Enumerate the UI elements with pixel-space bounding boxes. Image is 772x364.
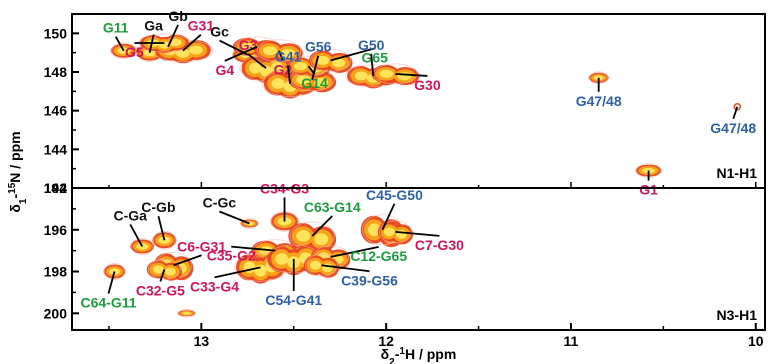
peak-c39-g56 [303,253,340,278]
y-tick-label: 196 [44,222,68,238]
peak-g2 [255,39,303,64]
n1-h1-panel [72,13,742,189]
plot-frame [71,13,766,331]
peak-label: C64-G11 [80,295,136,311]
peak-label: C45-G50 [366,187,423,203]
leader-line [395,230,440,237]
y-tick-label: 194 [44,180,68,196]
peak-label: C54-G41 [265,292,322,308]
peak-label: C39-G56 [341,272,398,288]
leader-line [732,106,739,120]
peak-label: G47/48 [576,93,622,109]
leader-line [321,264,370,273]
y-tick-label: 148 [44,64,68,80]
y-tick-label: 198 [44,264,68,280]
peak-label: C33-G4 [190,278,239,294]
leader-line [182,34,202,52]
y-tick-label: 200 [44,305,68,321]
y-tick-label: 142 [44,180,68,196]
peak-label: G30 [414,77,441,93]
x-tick-label: 11 [564,333,579,349]
peak-label: C-Gc [203,195,237,211]
peak-label: G1 [639,182,658,198]
peak-label: G50 [358,37,385,53]
leader-line [278,50,284,62]
leader-line [107,271,116,294]
leader-line [214,266,261,279]
leader-line [311,215,333,237]
peak-label: C35-G2 [207,248,256,264]
peak-label: G56 [305,39,332,55]
peak-label: C63-G14 [304,199,361,215]
peak-label: C12-G65 [350,248,407,264]
panel-label: N3-H1 [717,307,758,323]
peak-label: G14 [301,75,328,91]
x-tick-label: 10 [748,333,764,349]
leader-line [311,55,320,80]
peak-label: G41 [275,49,302,65]
y-tick-label: 150 [44,25,68,41]
leader-line [159,269,166,282]
peak-label: C7-G30 [415,237,464,253]
peak-label: C32-G5 [136,282,185,298]
peak-g47-48-small [733,103,742,111]
leader-line [307,65,316,75]
leader-line [395,73,428,77]
panel-label: N1-H1 [717,165,758,181]
leader-line [157,215,166,241]
leader-line [330,47,375,62]
peak-label: Gc [210,24,229,40]
peak-label: Gb [168,8,187,24]
x-tick-label: 12 [378,333,394,349]
leader-line [381,203,396,231]
leader-line [167,24,179,48]
peak-unlabeled [177,308,196,318]
leader-line [287,65,291,84]
peak-label: G11 [103,20,129,36]
peak-label: C6-G31 [177,238,226,254]
leader-line [129,224,144,247]
peak-label: G4 [215,62,234,78]
y-tick-label: 146 [44,103,68,119]
x-tick-label: 13 [194,333,210,349]
y-axis-title: δ1-15N / ppm [7,131,29,212]
y-tick-label: 144 [44,141,68,157]
leader-line [219,210,250,225]
leader-line [370,53,375,76]
leader-line [231,245,276,252]
leader-line [247,53,267,69]
peak-label: C-Ga [113,207,147,223]
leader-line [114,36,125,52]
leader-line [173,254,202,267]
peak-label: C-Gb [141,199,175,215]
peak-label: G47/48 [710,120,756,136]
peak-g30 [371,63,420,86]
peak-label: G5 [125,44,144,60]
leader-line [224,46,258,62]
peak-label: Ga [144,18,163,34]
leader-line [330,246,379,258]
peak-label: G65 [361,49,388,65]
peak-c-gc [240,218,259,229]
peak-label: G31 [188,18,215,34]
